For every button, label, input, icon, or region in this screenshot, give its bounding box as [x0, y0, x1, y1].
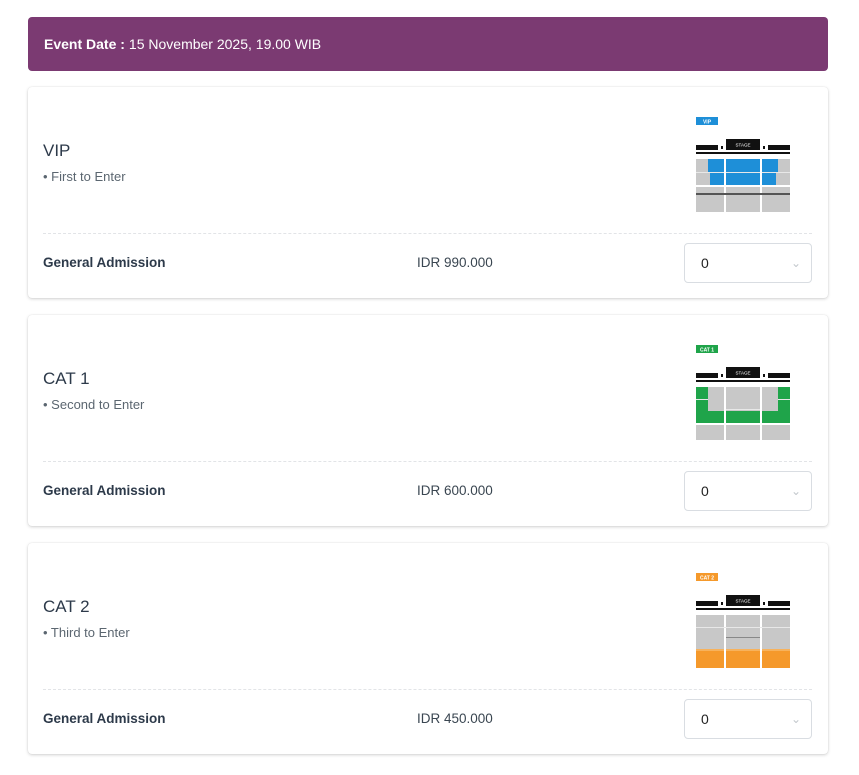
chevron-down-icon: ⌄ — [790, 484, 801, 498]
quantity-select[interactable]: 0 ⌄ — [684, 699, 812, 739]
ticket-description: • First to Enter — [43, 169, 126, 184]
ticket-card-vip: VIP • First to Enter VIP STAGE General A… — [28, 87, 828, 298]
ticket-description: • Third to Enter — [43, 625, 130, 640]
chevron-down-icon: ⌄ — [790, 256, 801, 270]
admission-type: General Admission — [43, 255, 166, 270]
cat1-badge — [696, 345, 718, 353]
ticket-card-cat2: CAT 2 • Third to Enter CAT 2 STAGE Gener… — [28, 543, 828, 754]
stage-label: STAGE — [736, 371, 751, 376]
event-date-banner: Event Date : 15 November 2025, 19.00 WIB — [28, 17, 828, 71]
ticket-title: VIP — [43, 141, 71, 160]
card-divider — [43, 689, 812, 690]
ticket-title: CAT 1 — [43, 369, 90, 388]
ticket-description: • Second to Enter — [43, 397, 145, 412]
ticket-price: IDR 450.000 — [417, 711, 493, 726]
seat-map-cat2: CAT 2 STAGE — [696, 573, 790, 668]
card-divider — [43, 461, 812, 462]
cat2-badge-text: CAT 2 — [700, 576, 714, 582]
cat1-badge-text: CAT 1 — [700, 348, 714, 354]
stage-label: STAGE — [736, 599, 751, 604]
ticket-price: IDR 600.000 — [417, 483, 493, 498]
ticket-card-cat1: CAT 1 • Second to Enter CAT 1 STAGE Gene… — [28, 315, 828, 526]
seat-map-vip: VIP STAGE — [696, 117, 790, 212]
admission-type: General Admission — [43, 711, 166, 726]
quantity-value: 0 — [701, 711, 709, 727]
card-divider — [43, 233, 812, 234]
quantity-value: 0 — [701, 483, 709, 499]
seat-map-cat1: CAT 1 STAGE — [696, 345, 790, 440]
cat2-badge — [696, 573, 718, 581]
admission-type: General Admission — [43, 483, 166, 498]
ticket-title: CAT 2 — [43, 597, 90, 616]
vip-badge-text: VIP — [703, 120, 712, 126]
stage-label: STAGE — [736, 143, 751, 148]
event-date-value: 15 November 2025, 19.00 WIB — [128, 36, 322, 52]
quantity-select[interactable]: 0 ⌄ — [684, 471, 812, 511]
quantity-select[interactable]: 0 ⌄ — [684, 243, 812, 283]
vip-badge — [696, 117, 718, 125]
ticket-price: IDR 990.000 — [417, 255, 493, 270]
event-date-label: Event Date : — [44, 36, 125, 52]
quantity-value: 0 — [701, 255, 709, 271]
chevron-down-icon: ⌄ — [790, 712, 801, 726]
